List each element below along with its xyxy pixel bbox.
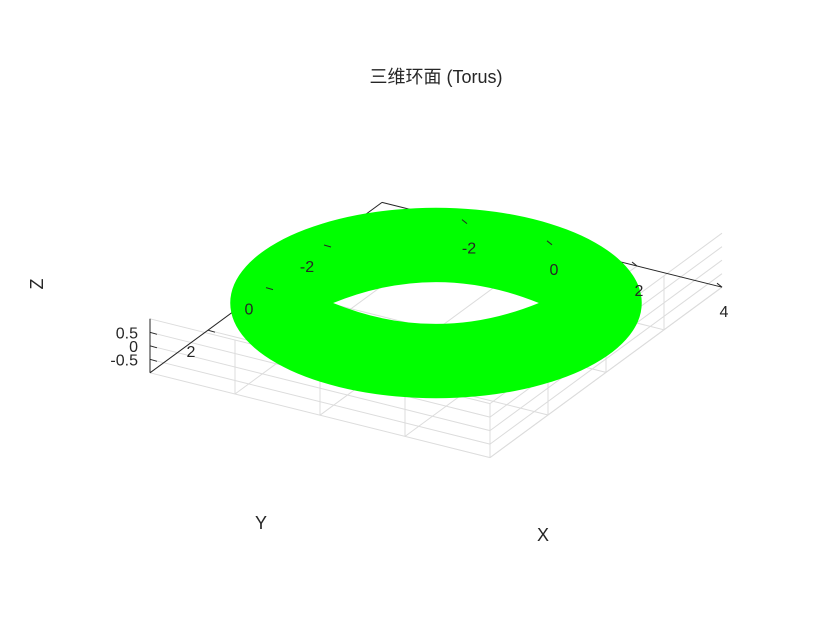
y-tick-label: 0: [245, 302, 254, 319]
x-tick-label: 0: [550, 262, 559, 279]
y-axis-label: Y: [255, 513, 267, 533]
y-tick-label: 2: [187, 344, 196, 361]
z-axis-label: Z: [27, 279, 47, 290]
x-tick-label: 2: [635, 283, 644, 300]
x-axis-label: X: [537, 525, 549, 545]
x-tick-label: 4: [720, 304, 729, 321]
chart-title: 三维环面 (Torus): [369, 67, 502, 87]
z-tick-label: 0.5: [116, 325, 138, 342]
y-tick-label: -2: [300, 259, 314, 276]
torus-surface: [230, 208, 642, 398]
x-tick-label: -2: [462, 241, 476, 258]
